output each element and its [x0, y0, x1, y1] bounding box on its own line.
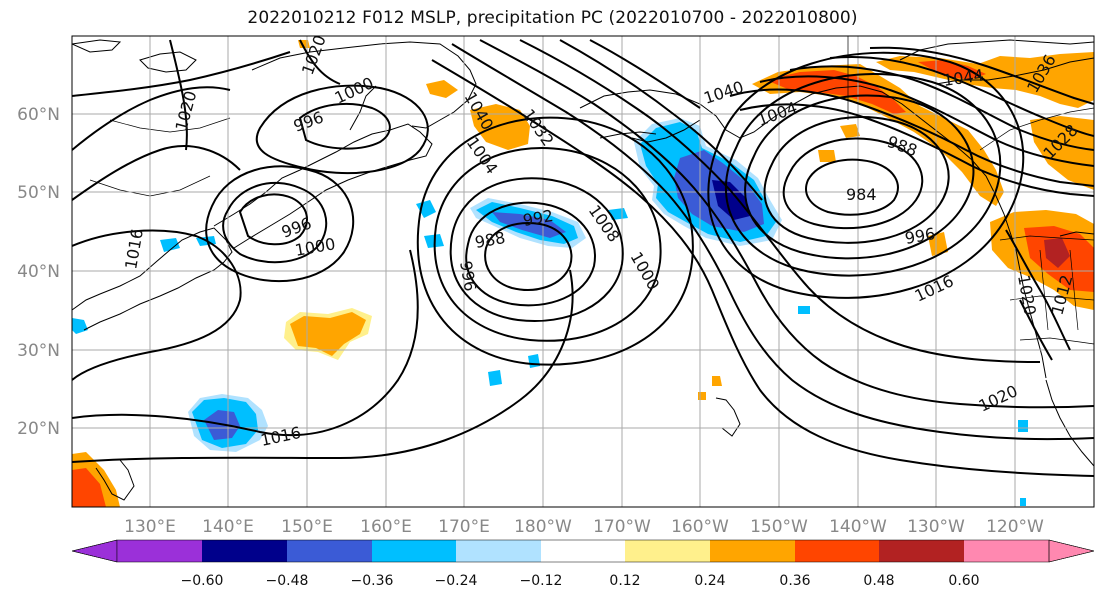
- colorbar-segment: [117, 540, 202, 562]
- colorbar-segment: [795, 540, 879, 562]
- colorbar-segment: [1048, 539, 1095, 563]
- lat-label-50n: 50°N: [17, 183, 60, 203]
- colorbar-segment: [625, 540, 710, 562]
- colorbar-segment: [541, 540, 625, 562]
- colorbar-segment: [710, 540, 795, 562]
- colorbar-tick: 0.24: [694, 573, 725, 589]
- lon-label-140e: 140°E: [202, 517, 254, 537]
- map-frame: [71, 35, 1095, 508]
- colorbar-tick: −0.12: [520, 573, 563, 589]
- lon-label-120w: 120°W: [986, 517, 1044, 537]
- page-title: 2022010212 F012 MSLP, precipitation PC (…: [247, 8, 858, 28]
- colorbar-tick: 0.12: [609, 573, 640, 589]
- lon-label-160e: 160°E: [360, 517, 412, 537]
- svg-text:984: 984: [846, 185, 877, 204]
- lat-label-20n: 20°N: [17, 419, 60, 439]
- colorbar-tick: −0.36: [351, 573, 394, 589]
- lat-label-30n: 30°N: [17, 341, 60, 361]
- colorbar-segment: [202, 540, 287, 562]
- lon-label-140w: 140°W: [829, 517, 887, 537]
- longitude-labels: 130°E 140°E 150°E 160°E 170°E 180°W 170°…: [124, 517, 1044, 537]
- lon-label-180w: 180°W: [514, 517, 572, 537]
- colorbar-tick: 0.48: [863, 573, 894, 589]
- colorbar-segment: [372, 540, 456, 562]
- colorbar-tick: −0.60: [181, 573, 224, 589]
- lon-label-160w: 160°W: [671, 517, 729, 537]
- lon-label-150w: 150°W: [750, 517, 808, 537]
- colorbar-segment: [287, 540, 372, 562]
- colorbar-segment: [71, 539, 118, 563]
- colorbar-segment: [456, 540, 541, 562]
- lat-label-40n: 40°N: [17, 262, 60, 282]
- colorbar-tick: −0.48: [266, 573, 309, 589]
- latitude-labels: 60°N 50°N 40°N 30°N 20°N: [17, 105, 60, 439]
- lon-label-150e: 150°E: [281, 517, 333, 537]
- colorbar-segment: [879, 540, 964, 562]
- colorbar-tick-labels: −0.60 −0.48 −0.36 −0.24 −0.12 0.12 0.24 …: [181, 573, 980, 589]
- colorbar-tick: 0.36: [779, 573, 810, 589]
- lat-label-60n: 60°N: [17, 105, 60, 125]
- colorbar-tick: −0.24: [435, 573, 478, 589]
- lon-label-130w: 130°W: [907, 517, 965, 537]
- colorbar-tick: 0.60: [948, 573, 979, 589]
- lon-label-130e: 130°E: [124, 517, 176, 537]
- colorbar: −0.60 −0.48 −0.36 −0.24 −0.12 0.12 0.24 …: [71, 539, 1095, 589]
- mslp-isobars: [72, 39, 1094, 477]
- lon-label-170w: 170°W: [593, 517, 651, 537]
- lon-label-170e: 170°E: [438, 517, 490, 537]
- colorbar-segment: [964, 540, 1049, 562]
